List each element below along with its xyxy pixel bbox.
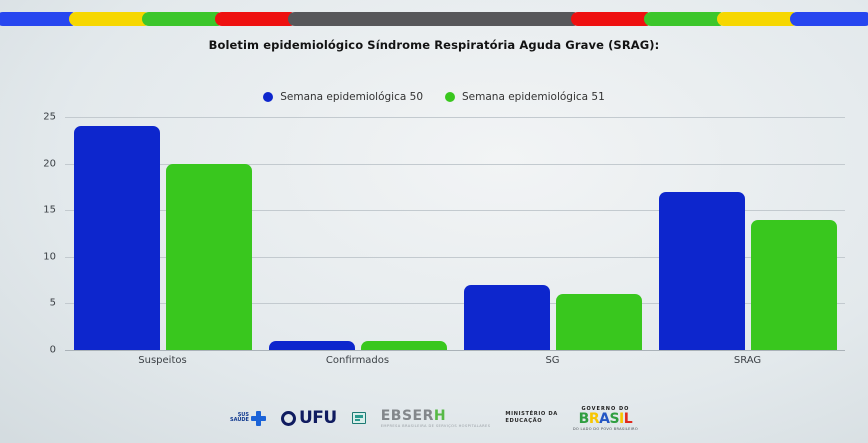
- gridline: [65, 350, 845, 351]
- y-axis-tick-label: 25: [43, 111, 56, 123]
- mec-logo: MINISTÉRIO DA EDUCAÇÃO: [505, 411, 557, 425]
- govbr-top-text: GOVERNO DO: [581, 405, 630, 412]
- mec-line1: MINISTÉRIO DA: [505, 411, 558, 418]
- sus-logo-line1: SUS: [237, 411, 249, 418]
- bar-group-sg: [455, 117, 650, 350]
- govbr-brasil-letter: B: [578, 410, 590, 427]
- strip-segment: [142, 12, 224, 26]
- strip-segment: [69, 12, 151, 26]
- strip-segment: [215, 12, 297, 26]
- ufu-emblem-icon: [280, 410, 296, 426]
- bar-srag: [658, 191, 745, 350]
- govbr-brasil-letter: S: [609, 410, 620, 427]
- y-axis-tick-label: 20: [43, 158, 56, 170]
- mec-line2: EDUCAÇÃO: [505, 418, 543, 424]
- govbr-brasil-letter: R: [588, 410, 600, 427]
- bar-group-suspeitos: [65, 117, 260, 350]
- bar-sg: [555, 294, 642, 350]
- bar-group-srag: [650, 117, 845, 350]
- govbr-brasil-letter: L: [623, 410, 633, 427]
- govbr-tagline: DO LADO DO POVO BRASILEIRO: [572, 426, 638, 431]
- govbr-brasil-letter: I: [619, 410, 624, 427]
- govbr-brasil-letter: A: [599, 410, 610, 427]
- hc-flag-icon: [351, 412, 366, 424]
- ebserh-text-gray: EBSER: [380, 407, 434, 424]
- strip-segment: [288, 12, 580, 26]
- x-axis-label: Suspeitos: [138, 355, 187, 366]
- gridline: [65, 256, 845, 258]
- strip-segment: [0, 12, 78, 26]
- gridline: [65, 210, 845, 212]
- sus-logo-line2: SAÚDE: [230, 417, 249, 423]
- legend-dot-icon: [263, 92, 274, 102]
- footer-logos: SUS SAÚDE UFU EBSERH EMPRESA BRASILEIRA …: [0, 399, 868, 437]
- ebserh-logo: EBSERH EMPRESA BRASILEIRA DE SERVIÇOS HO…: [381, 409, 491, 428]
- sus-logo-text: SUS SAÚDE: [230, 411, 249, 424]
- ebserh-text-green: H: [433, 407, 447, 424]
- bar-suspeitos: [73, 126, 160, 350]
- bar-sg: [463, 284, 550, 350]
- strip-segment: [644, 12, 726, 26]
- y-axis-tick-label: 10: [43, 251, 56, 263]
- sus-cross-icon: [250, 410, 266, 426]
- govbr-brasil-text: BRASIL: [579, 412, 633, 426]
- bar-confirmados: [268, 340, 355, 350]
- strip-segment: [571, 12, 653, 26]
- decorative-color-strip: [0, 12, 868, 26]
- strip-segment: [790, 12, 868, 26]
- x-axis-label: SRAG: [733, 355, 762, 366]
- ufu-logo-text: UFU: [298, 408, 337, 428]
- legend-item-semana-51[interactable]: Semana epidemiológica 51: [445, 91, 605, 103]
- ebserh-subtext: EMPRESA BRASILEIRA DE SERVIÇOS HOSPITALA…: [380, 423, 491, 428]
- ufu-logo: UFU: [280, 408, 337, 428]
- gridline: [65, 303, 845, 305]
- ebserh-logo-text: EBSERH: [381, 409, 446, 423]
- gridline: [65, 117, 845, 118]
- legend-label: Semana epidemiológica 51: [462, 91, 605, 103]
- gridline: [65, 163, 845, 165]
- bar-confirmados: [360, 340, 447, 350]
- bar-srag: [750, 219, 837, 350]
- x-axis-label: Confirmados: [325, 355, 390, 366]
- bar-suspeitos: [165, 163, 252, 350]
- governo-do-brasil-logo: GOVERNO DO BRASIL DO LADO DO POVO BRASIL…: [573, 406, 638, 431]
- x-axis-label: SG: [545, 355, 560, 366]
- chart-title: Boletim epidemiológico Síndrome Respirat…: [208, 38, 660, 52]
- bar-group-confirmados: [260, 117, 455, 350]
- y-axis-tick-label: 5: [49, 297, 56, 309]
- strip-segment: [717, 12, 799, 26]
- chart-legend: Semana epidemiológica 50 Semana epidemiol…: [0, 91, 868, 103]
- y-axis-tick-label: 15: [43, 204, 56, 216]
- legend-dot-icon: [445, 92, 455, 102]
- sus-logo: SUS SAÚDE: [230, 410, 266, 426]
- bar-chart-plot: 0 5 10 15 20 25 Suspeitos Confirmados SG SRAG: [43, 112, 845, 366]
- y-axis-tick-label: 0: [49, 344, 56, 356]
- legend-item-semana-50[interactable]: Semana epidemiológica 50: [263, 91, 423, 103]
- legend-label: Semana epidemiológica 50: [280, 91, 423, 103]
